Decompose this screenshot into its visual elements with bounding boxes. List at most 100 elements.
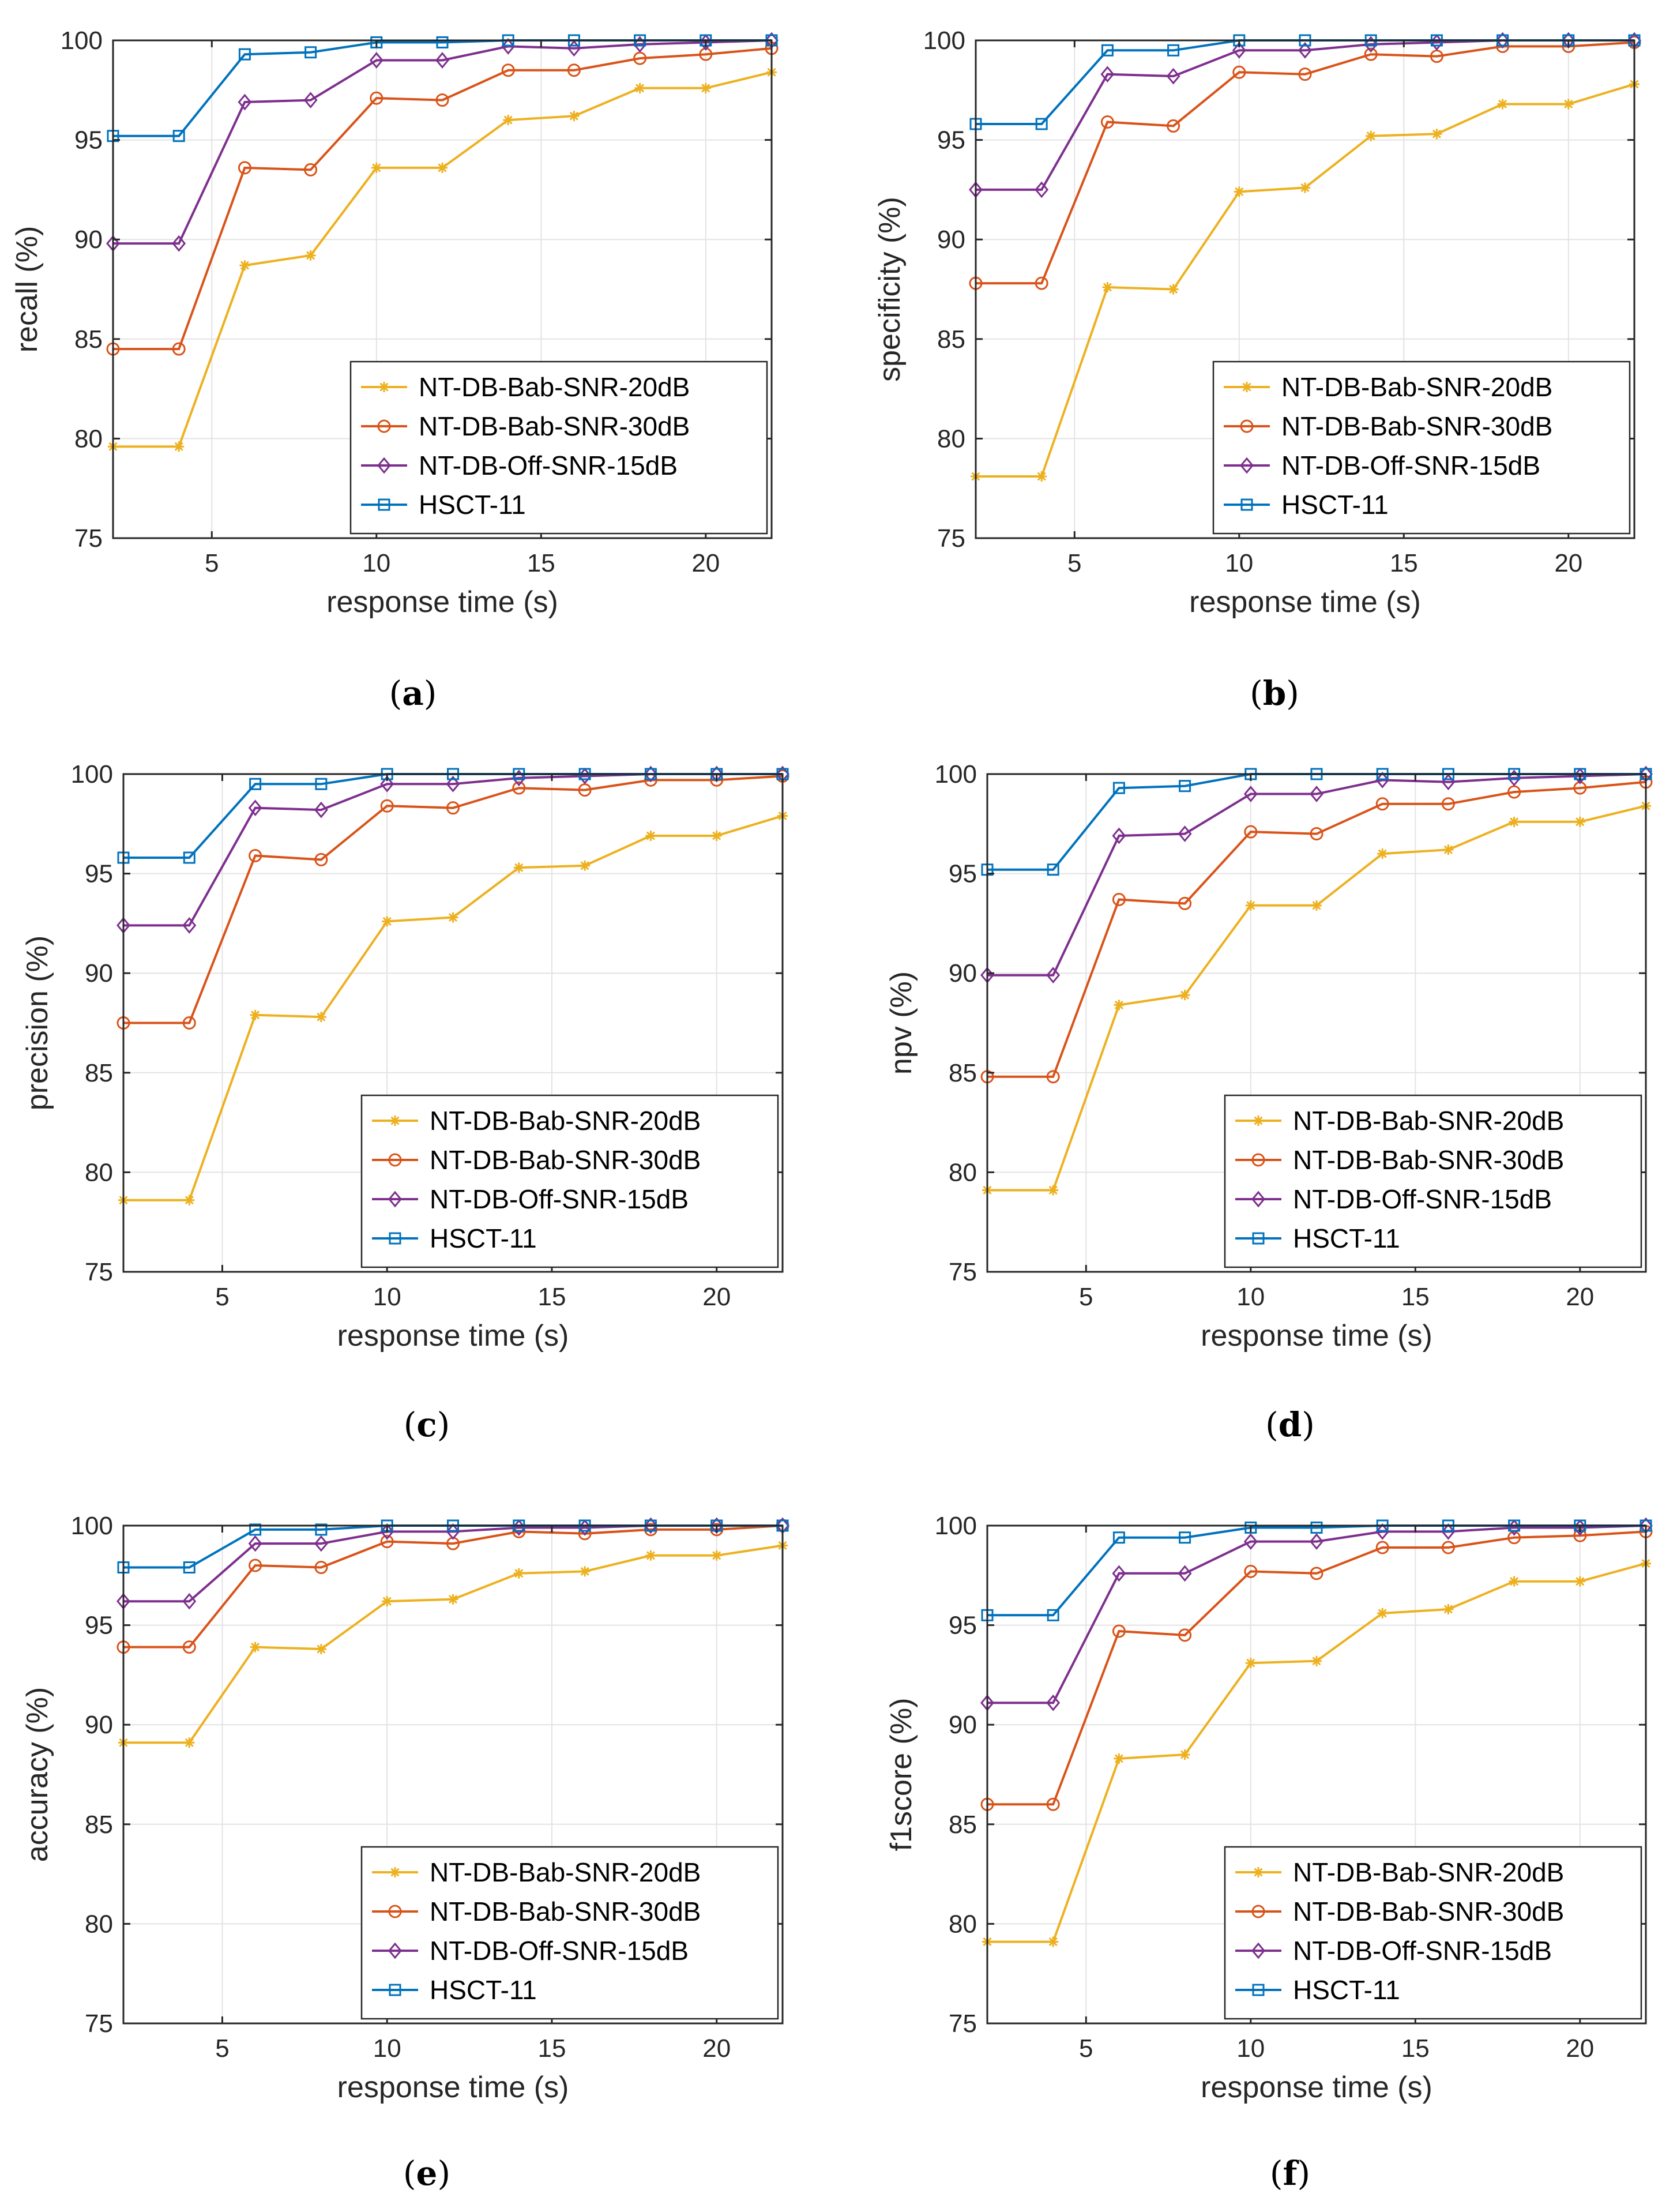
data-point [1102,282,1113,293]
data-point [369,52,383,69]
x-tick-label: 20 [691,549,720,577]
axes-box [975,39,1635,539]
data-point [174,441,185,452]
data-point [239,260,250,271]
data-point [1046,1070,1060,1084]
data-point [238,161,251,175]
legend-label: NT-DB-Off-SNR-15dB [1281,450,1540,480]
panel-label: (a) [389,674,437,713]
data-point [501,38,516,55]
data-point [1377,1608,1388,1618]
legend-item: NT-DB-Bab-SNR-20dB [1235,1857,1564,1887]
legend-marker [389,1984,401,1996]
data-point [249,778,262,790]
data-point [1046,1797,1060,1811]
chart-panel-f: 5 10 15 20 75 80 85 90 95 100 response time (s) f1s… [885,1512,1653,2193]
legend-label: NT-DB-Bab-SNR-30dB [1293,1896,1564,1926]
data-point [1377,848,1388,859]
data-point [1047,863,1059,876]
y-tick-label: 80 [85,1910,113,1938]
y-tick-label: 100 [935,760,977,788]
legend-marker [1253,1867,1264,1877]
legend-item: NT-DB-Bab-SNR-30dB [1224,411,1552,441]
data-point [380,775,394,793]
legend-marker [389,1232,401,1245]
data-point [183,1561,195,1573]
legend-item: NT-DB-Off-SNR-15dB [1235,1184,1552,1214]
data-point [1311,1655,1322,1666]
data-point [580,860,591,871]
x-axis-label: response time (s) [1201,1319,1432,1353]
x-tick-label: 5 [215,2034,229,2063]
data-point [1046,1694,1061,1711]
legend-label: NT-DB-Bab-SNR-30dB [419,411,690,441]
data-point [1441,1523,1456,1540]
legend-label: HSCT-11 [1293,1223,1400,1253]
chart-panel-e: 5 10 15 20 75 80 85 90 95 100 response time (s) acc… [21,1512,789,2193]
data-point [182,1640,196,1654]
legend-label: HSCT-11 [1281,490,1389,520]
y-tick-label: 95 [937,126,965,155]
legend-label: NT-DB-Bab-SNR-30dB [430,1145,701,1175]
data-point [446,801,460,815]
x-tick-label: 15 [1401,2034,1430,2063]
legend-marker [1252,1984,1265,1996]
axes-box [986,1524,1647,2025]
data-point [1441,797,1455,811]
legend-label: HSCT-11 [430,1975,537,2005]
legend-marker [378,498,390,511]
axes-box [986,773,1647,1273]
data-point [513,862,524,873]
data-point [1441,1541,1455,1554]
x-tick-label: 20 [1554,549,1582,577]
legend-label: NT-DB-Off-SNR-15dB [1293,1184,1552,1214]
legend-item: NT-DB-Off-SNR-15dB [361,450,678,480]
data-point [446,1523,460,1540]
legend-item: NT-DB-Bab-SNR-30dB [361,411,690,441]
x-tick-label: 5 [1079,2034,1093,2063]
legend-marker [388,1191,402,1208]
y-tick-label: 95 [74,126,103,155]
y-tick-label: 95 [949,860,977,888]
legend: NT-DB-Bab-SNR-20dB NT-DB-Bab-SNR-30dB NT-D… [1224,1094,1642,1268]
legend-label: NT-DB-Bab-SNR-30dB [1293,1145,1564,1175]
y-tick-label: 90 [949,1711,977,1739]
y-tick-label: 85 [949,1811,977,1839]
data-point [1179,1531,1191,1544]
legend-item: NT-DB-Bab-SNR-30dB [1235,1896,1564,1926]
data-point [380,799,394,813]
y-tick-label: 85 [85,1059,113,1087]
legend-marker [1240,457,1254,474]
x-tick-label: 10 [1236,1283,1265,1311]
y-tick-label: 80 [949,1910,977,1938]
data-point [513,1568,524,1579]
data-point [315,778,328,790]
legend-item: NT-DB-Bab-SNR-30dB [1235,1145,1564,1175]
data-point [633,36,647,53]
legend-marker [388,1905,402,1918]
data-point [1375,797,1389,811]
data-point [435,93,449,107]
legend-label: HSCT-11 [1293,1975,1400,2005]
legend-item: NT-DB-Bab-SNR-30dB [372,1896,701,1926]
data-point [248,799,262,817]
x-tick-label: 10 [373,1283,401,1311]
series-line-2 [113,39,772,245]
data-point [1168,284,1179,295]
data-point [446,775,460,793]
series-line-1 [987,780,1646,1078]
legend-label: NT-DB-Bab-SNR-20dB [1293,1857,1564,1887]
axes-box [122,1524,784,2025]
y-tick-label: 90 [85,1711,113,1739]
y-tick-label: 100 [71,760,113,788]
data-point [314,801,328,818]
legend-item: NT-DB-Bab-SNR-20dB [361,372,690,402]
data-point [1046,967,1061,983]
y-tick-label: 85 [937,325,965,354]
data-point [1509,1576,1520,1587]
legend-item: NT-DB-Off-SNR-15dB [372,1936,689,1966]
legend-item: NT-DB-Bab-SNR-20dB [1224,372,1552,402]
data-point [250,1009,261,1020]
y-tick-label: 100 [923,27,965,55]
